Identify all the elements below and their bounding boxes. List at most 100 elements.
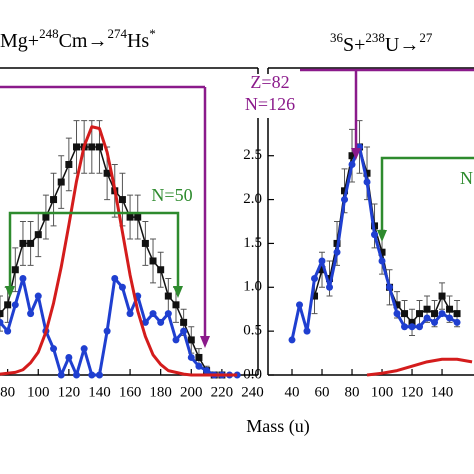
marker: [453, 310, 461, 318]
title-superscript: 274: [107, 26, 127, 41]
plots: Mg+248Cm→274Hs* 80 100 120 140 160 180 200 220 24…: [0, 26, 474, 400]
marker: [103, 327, 111, 335]
marker: [88, 371, 96, 379]
marker: [141, 239, 149, 247]
series-line: [0, 125, 238, 377]
marker: [95, 371, 103, 379]
marker: [0, 310, 4, 318]
marker: [363, 169, 371, 177]
marker: [423, 314, 431, 322]
chart-title: Mg+248Cm→274Hs*: [0, 26, 156, 52]
marker: [416, 310, 424, 318]
arrow-head: [173, 286, 183, 298]
marker: [164, 310, 172, 318]
marker: [172, 301, 180, 309]
marker: [318, 266, 326, 274]
x-tick-label: 40: [285, 384, 300, 400]
x-tick-label: 160: [119, 384, 142, 400]
x-tick-label: 140: [431, 384, 454, 400]
marker: [288, 336, 296, 344]
x-tick-label: 80: [345, 384, 360, 400]
arrow-head: [377, 230, 387, 242]
marker: [401, 323, 409, 331]
marker: [195, 362, 203, 370]
marker: [378, 257, 386, 265]
title-superscript: 36: [330, 30, 344, 45]
x-tick-label: 60: [315, 384, 330, 400]
title-text: Cm→: [59, 30, 108, 52]
chart-title: 36S+238U→27: [330, 30, 433, 56]
x-tick-label: 120: [58, 384, 81, 400]
annotation: N: [460, 168, 473, 188]
marker: [0, 318, 4, 326]
marker: [393, 310, 401, 318]
marker: [103, 169, 111, 177]
y-tick-label: 2.5: [243, 147, 262, 163]
marker: [187, 353, 195, 361]
title-superscript: 27: [419, 30, 433, 45]
marker: [423, 305, 431, 313]
green-bracket: [380, 156, 474, 232]
marker: [27, 239, 35, 247]
marker: [311, 275, 319, 283]
marker: [341, 187, 349, 195]
marker: [386, 283, 394, 291]
marker: [326, 275, 334, 283]
marker: [180, 318, 188, 326]
marker: [118, 196, 126, 204]
marker: [65, 160, 73, 168]
marker: [149, 257, 157, 265]
title-text: U→: [385, 34, 419, 56]
marker: [180, 327, 188, 335]
y-tick-label: 0.5: [243, 323, 262, 339]
marker: [333, 248, 341, 256]
marker: [371, 231, 379, 239]
marker: [348, 160, 356, 168]
marker: [95, 143, 103, 151]
title-text: Hs: [127, 30, 149, 52]
marker: [149, 310, 157, 318]
x-tick-label: 200: [180, 384, 203, 400]
marker: [348, 152, 356, 160]
marker: [438, 310, 446, 318]
title-text: S+: [343, 34, 365, 56]
y-tick-label: 2.0: [243, 191, 262, 207]
marker: [11, 266, 19, 274]
marker: [363, 178, 371, 186]
label-background: [226, 74, 304, 118]
marker: [34, 292, 42, 300]
marker: [19, 239, 27, 247]
marker: [42, 213, 50, 221]
marker: [157, 318, 165, 326]
marker: [88, 143, 96, 151]
marker: [118, 283, 126, 291]
arrow-head: [5, 286, 15, 298]
marker: [446, 305, 454, 313]
series-line: [313, 146, 458, 324]
marker: [446, 314, 454, 322]
marker: [378, 248, 386, 256]
arrow-head: [200, 336, 210, 348]
annotation: N=126: [245, 94, 295, 114]
marker: [141, 318, 149, 326]
x-tick-label: 240: [241, 384, 264, 400]
marker: [453, 318, 461, 326]
marker: [80, 345, 88, 353]
marker: [296, 301, 304, 309]
reference-markers: [0, 68, 474, 348]
marker: [57, 371, 65, 379]
marker: [126, 213, 134, 221]
marker: [195, 353, 203, 361]
x-tick-label: 140: [88, 384, 111, 400]
annotation: Z=82: [250, 72, 289, 92]
x-tick-label: 180: [149, 384, 172, 400]
series-line: [366, 357, 473, 377]
green-bracket: [8, 211, 180, 288]
title-superscript: 248: [39, 26, 59, 41]
marker: [408, 318, 416, 326]
marker: [401, 310, 409, 318]
marker: [393, 301, 401, 309]
marker: [73, 371, 81, 379]
marker: [19, 275, 27, 283]
title-text: Mg+: [0, 30, 39, 52]
